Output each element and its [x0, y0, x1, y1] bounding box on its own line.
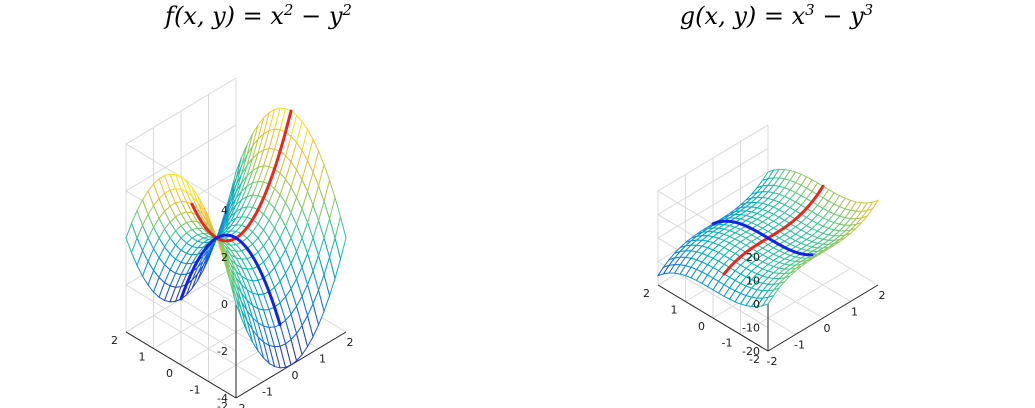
y-tick-label: -1	[190, 384, 201, 397]
x-tick-label: 1	[851, 306, 858, 319]
surface-patch	[125, 222, 138, 254]
x-tick-label: 0	[824, 322, 831, 335]
x-tick-label: 1	[319, 353, 326, 366]
z-tick-label: 0	[221, 298, 228, 311]
y-tick-label: 1	[139, 351, 146, 364]
chart-title: f(x, y) = x2 − y2	[165, 1, 352, 30]
highlight-curve	[179, 233, 282, 327]
x-tick-label: -1	[262, 386, 273, 399]
z-tick-label: 0	[753, 298, 760, 311]
highlight-curve	[190, 109, 293, 243]
z-tick-label: 10	[746, 275, 760, 288]
y-tick-label: 2	[111, 334, 118, 347]
surface-patch	[656, 264, 671, 277]
y-tick-label: 2	[643, 287, 650, 300]
z-tick-label: -20	[742, 345, 760, 358]
y-tick-label: -2	[217, 400, 228, 408]
z-tick-label: 2	[221, 251, 228, 264]
highlight-curve	[722, 184, 825, 276]
axis-line	[657, 284, 769, 352]
x-tick-label: -2	[767, 355, 778, 368]
x-tick-label: 2	[879, 289, 886, 302]
z-tick-label: 20	[746, 251, 760, 264]
y-tick-label: 0	[166, 367, 173, 380]
gridline	[740, 268, 851, 335]
z-tick-label: -10	[742, 322, 760, 335]
gridline	[125, 77, 237, 211]
surface-mesh	[125, 107, 347, 369]
chart-title: g(x, y) = x3 − y3	[679, 1, 874, 30]
x-tick-label: 0	[292, 369, 299, 382]
x-tick-label: -2	[235, 402, 246, 408]
chart-panel-g: g(x, y) = x3 − y3 -2 -1 0 1 2 -2 -1 0 1 2 -20 -10 0 1…	[518, 0, 1035, 408]
y-tick-label: 1	[671, 304, 678, 317]
axis-line	[125, 331, 237, 399]
x-tick-label: 2	[347, 336, 354, 349]
z-tick-label: -4	[217, 392, 228, 405]
x-tick-label: -1	[794, 339, 805, 352]
highlight-curve	[711, 219, 814, 257]
axis-line	[767, 284, 879, 352]
z-tick-label: -2	[217, 345, 228, 358]
y-tick-label: -1	[722, 337, 733, 350]
z-tick-label: 4	[221, 204, 228, 217]
y-tick-label: 0	[698, 320, 705, 333]
y-tick-label: -2	[749, 353, 760, 366]
